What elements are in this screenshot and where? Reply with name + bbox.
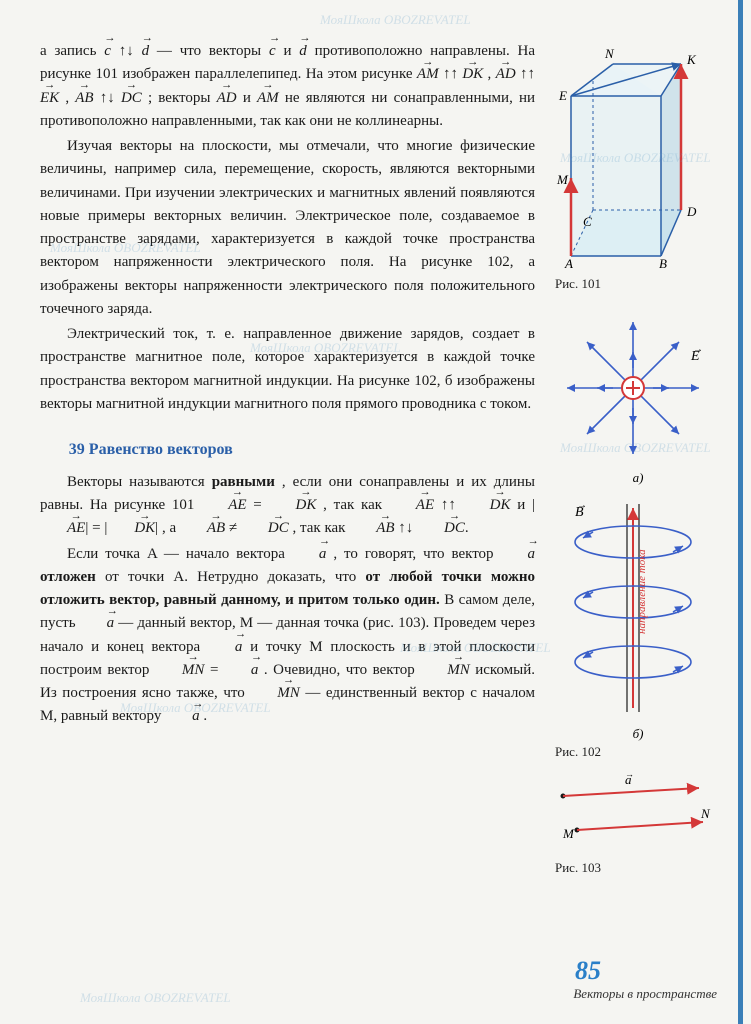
paragraph-2: Изучая векторы на плоскости, мы отмечали… xyxy=(40,135,535,321)
main-text-column: а запись c ↑↓ d — что векторы c и d прот… xyxy=(40,40,535,1004)
text: и xyxy=(243,90,257,106)
vector-MN: MN xyxy=(250,682,300,705)
relation: ↑↓ xyxy=(398,520,413,536)
figure-101: E N K D C M A B xyxy=(553,40,713,270)
text: Если точка A — начало вектора xyxy=(67,546,292,562)
vector-AD: AD xyxy=(496,63,516,86)
paragraph-1: а запись c ↑↓ d — что векторы c и d прот… xyxy=(40,40,535,133)
relation: ↑↑ xyxy=(443,66,458,82)
sublabel-b: б) xyxy=(553,726,723,742)
relation: ↑↓ xyxy=(100,90,115,106)
vector-a: a xyxy=(80,612,115,635)
vector-AE: AE xyxy=(40,517,85,540)
text: от точки A. Нетрудно доказать, что xyxy=(105,569,365,585)
vector-DK: DK xyxy=(107,517,155,540)
paragraph-5: Если точка A — начало вектора a , то гов… xyxy=(40,543,535,729)
text: . xyxy=(203,708,207,724)
section-heading: 39 Равенство векторов xyxy=(40,438,535,463)
vector-d: d xyxy=(142,40,150,63)
svg-text:→: → xyxy=(625,774,634,779)
vector-a: a xyxy=(501,543,536,566)
watermark: МояШкола OBOZREVATEL xyxy=(320,12,471,28)
relation: ≠ xyxy=(229,520,241,536)
sep: , xyxy=(65,90,75,106)
text: , то говорят, что вектор xyxy=(333,546,500,562)
label-C: C xyxy=(583,214,592,229)
section-title: Равенство векторов xyxy=(89,441,233,458)
paragraph-3: Электрический ток, т. е. направленное дв… xyxy=(40,323,535,416)
vector-EK: EK xyxy=(40,87,59,110)
figure-column: E N K D C M A B Рис. 101 xyxy=(553,40,723,1004)
label-A: A xyxy=(564,256,573,270)
vector-AB: AB xyxy=(180,517,225,540)
label-E: E xyxy=(558,88,567,103)
caption-fig101: Рис. 101 xyxy=(555,276,723,292)
bold-term: отложен xyxy=(40,569,96,585)
vector-AM: AM xyxy=(257,87,279,110)
vector-AD: AD xyxy=(217,87,237,110)
text: — что векторы xyxy=(157,43,269,59)
relation: ↑↓ xyxy=(119,43,134,59)
text: и xyxy=(517,497,532,513)
caption-fig102: Рис. 102 xyxy=(555,744,723,760)
vector-DK: DK xyxy=(462,63,483,86)
paragraph-4: Векторы называются равными , если они со… xyxy=(40,471,535,541)
footer-section-title: Векторы в пространстве xyxy=(573,986,717,1002)
caption-fig103: Рис. 103 xyxy=(555,860,723,876)
label-N: N xyxy=(604,46,615,61)
vector-a: a xyxy=(165,705,200,728)
vector-AM: AM xyxy=(417,63,439,86)
vector-a: a xyxy=(292,543,327,566)
label-N: N xyxy=(700,806,711,821)
figure-102b: B → направление тока xyxy=(553,494,713,724)
vector-DC: DC xyxy=(241,517,289,540)
section-number: 39 xyxy=(69,441,85,458)
vector-MN: MN xyxy=(420,659,470,682)
label-B: B xyxy=(659,256,667,270)
svg-text:→: → xyxy=(693,344,703,355)
vector-c: c xyxy=(269,40,276,63)
text: , а xyxy=(162,520,180,536)
vector-d: d xyxy=(299,40,307,63)
relation: = xyxy=(92,520,104,536)
label-M: M xyxy=(562,826,575,841)
figure-103: a → M N xyxy=(553,774,713,854)
vector-MN: MN xyxy=(155,659,205,682)
label-D: D xyxy=(686,204,697,219)
page-content: МояШкола OBOZREVATEL МояШкола OBOZREVATE… xyxy=(0,0,751,1024)
current-direction-label: направление тока xyxy=(636,549,648,634)
vector-AB: AB xyxy=(75,87,93,110)
figure-102a: E → xyxy=(553,308,713,468)
text: и xyxy=(283,43,299,59)
vector-DK: DK xyxy=(463,494,511,517)
page-number: 85 xyxy=(575,956,601,986)
label-M: M xyxy=(556,172,569,187)
sep: , xyxy=(488,66,496,82)
vector-DC: DC xyxy=(121,87,142,110)
text: ; векторы xyxy=(148,90,217,106)
sublabel-a: а) xyxy=(553,470,723,486)
vector-DC: DC xyxy=(417,517,465,540)
text: Векторы называются xyxy=(67,474,212,490)
relation: ↑↑ xyxy=(520,66,535,82)
relation: = xyxy=(210,662,224,678)
text: не являются ни сонаправленными, ни проти… xyxy=(40,90,535,129)
vector-c: c xyxy=(104,40,111,63)
label-K: K xyxy=(686,52,697,67)
vector-AB: AB xyxy=(349,517,394,540)
text: а запись xyxy=(40,43,104,59)
svg-text:→: → xyxy=(577,500,587,511)
